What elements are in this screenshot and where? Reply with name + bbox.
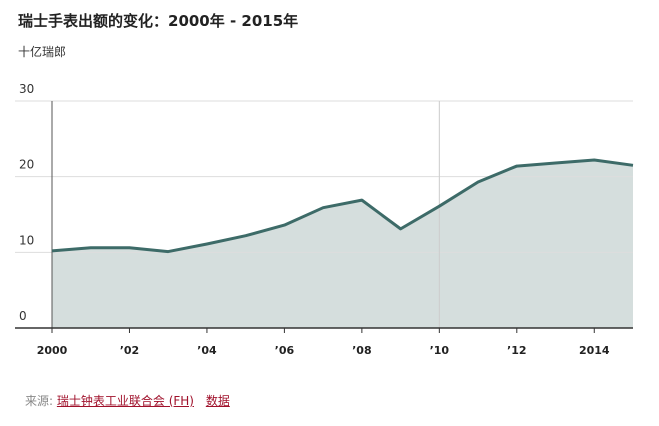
- y-tick-label: 10: [19, 233, 34, 247]
- y-tick-label: 0: [19, 309, 27, 323]
- chart-subtitle: 十亿瑞郎: [18, 44, 66, 59]
- footer: 来源: 瑞士钟表工业联合会 (FH) 数据: [25, 392, 238, 409]
- source-label: 来源:: [25, 394, 54, 408]
- y-tick-label: 30: [19, 82, 34, 96]
- x-tick-label: ’04: [197, 344, 217, 357]
- x-tick-label: ’06: [275, 344, 295, 357]
- x-tick-label: ’02: [120, 344, 140, 357]
- area-fill: [52, 160, 633, 328]
- chart-title: 瑞士手表出额的变化：2000年 - 2015年: [18, 12, 298, 30]
- x-tick-label: ’08: [352, 344, 372, 357]
- y-tick-label: 20: [19, 158, 34, 172]
- source-link[interactable]: 瑞士钟表工业联合会 (FH): [56, 394, 194, 408]
- area-line: [51, 158, 634, 254]
- x-tick-label: 2014: [579, 344, 610, 357]
- x-tick-label: 2000: [37, 344, 68, 357]
- data-link[interactable]: 数据: [205, 394, 230, 408]
- x-tick-label: ’10: [430, 344, 450, 357]
- x-tick-label: ’12: [507, 344, 527, 357]
